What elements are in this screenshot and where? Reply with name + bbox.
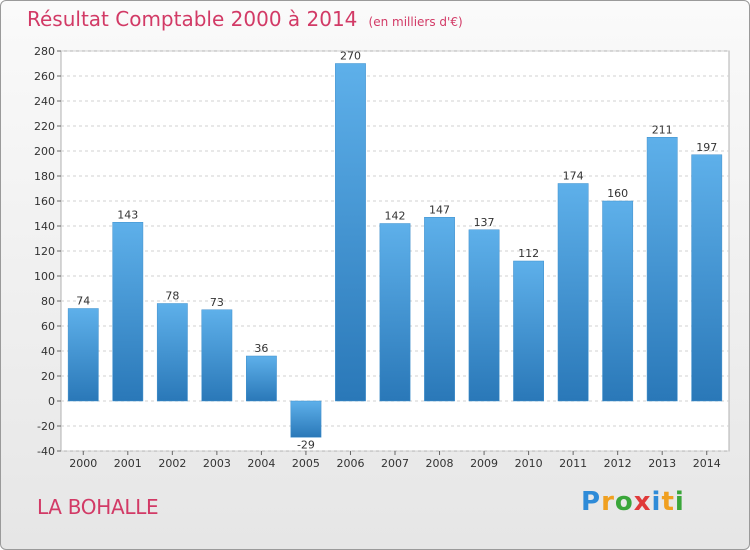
bar-2005 <box>290 400 322 438</box>
y-tick-label: 20 <box>41 370 55 383</box>
bar-2007 <box>379 223 411 402</box>
y-tick-label: 160 <box>34 195 55 208</box>
bar-2008 <box>424 217 455 402</box>
logo-letter: t <box>661 487 675 517</box>
y-tick-label: 200 <box>34 145 55 158</box>
bar-2004 <box>246 355 277 402</box>
bar-2011 <box>557 183 589 402</box>
x-tick-label: 2008 <box>426 457 454 470</box>
proxiti-logo[interactable]: Proxiti <box>581 487 685 517</box>
data-label-2004: 36 <box>254 342 268 355</box>
chart-subtitle: (en milliers d'€) <box>368 15 463 29</box>
x-tick-label: 2004 <box>247 457 275 470</box>
data-label-2002: 78 <box>165 290 179 303</box>
data-label-2006: 270 <box>340 50 361 63</box>
data-label-2007: 142 <box>385 210 406 223</box>
bar-2009 <box>468 229 500 402</box>
y-tick-label: 100 <box>34 270 55 283</box>
x-tick-label: 2005 <box>292 457 320 470</box>
x-tick-label: 2011 <box>559 457 587 470</box>
x-tick-label: 2000 <box>69 457 97 470</box>
data-label-2008: 147 <box>429 203 450 216</box>
y-tick-label: 40 <box>41 345 55 358</box>
x-tick-label: 2010 <box>515 457 543 470</box>
data-label-2009: 137 <box>474 216 495 229</box>
y-tick-label: 80 <box>41 295 55 308</box>
logo-letter: r <box>601 487 615 517</box>
logo-letter: i <box>674 487 685 517</box>
logo-letter: i <box>651 487 662 517</box>
x-tick-label: 2003 <box>203 457 231 470</box>
y-tick-label: 60 <box>41 320 55 333</box>
x-tick-label: 2002 <box>158 457 186 470</box>
data-label-2014: 197 <box>696 141 717 154</box>
data-label-2001: 143 <box>117 208 138 221</box>
y-tick-label: -40 <box>37 445 55 458</box>
bar-2014 <box>691 154 723 402</box>
x-tick-label: 2013 <box>648 457 676 470</box>
bar-2006 <box>335 63 366 402</box>
data-label-2011: 174 <box>563 170 584 183</box>
x-tick-label: 2001 <box>114 457 142 470</box>
data-label-2000: 74 <box>76 295 90 308</box>
x-tick-label: 2012 <box>604 457 632 470</box>
bar-2000 <box>67 308 99 402</box>
x-tick-label: 2009 <box>470 457 498 470</box>
commune-name: LA BOHALLE <box>37 495 159 519</box>
y-tick-label: 140 <box>34 220 55 233</box>
y-tick-label: 0 <box>48 395 55 408</box>
logo-letter: P <box>581 487 602 517</box>
data-label-2013: 211 <box>652 123 673 136</box>
bar-2012 <box>602 200 634 402</box>
bar-2001 <box>112 222 144 402</box>
x-tick-label: 2014 <box>693 457 721 470</box>
y-tick-label: 280 <box>34 45 55 58</box>
logo-letter: x <box>633 487 652 517</box>
bar-2002 <box>156 303 188 402</box>
y-tick-label: 220 <box>34 120 55 133</box>
data-label-2012: 160 <box>607 187 628 200</box>
data-label-2005: -29 <box>297 438 315 451</box>
y-tick-label: 240 <box>34 95 55 108</box>
x-tick-label: 2007 <box>381 457 409 470</box>
chart-title: Résultat Comptable 2000 à 2014 <box>27 7 358 31</box>
bar-2010 <box>513 260 544 402</box>
chart-header: Résultat Comptable 2000 à 2014 (en milli… <box>27 7 463 31</box>
data-label-2010: 112 <box>518 247 539 260</box>
y-tick-label: -20 <box>37 420 55 433</box>
y-tick-label: 180 <box>34 170 55 183</box>
bar-2003 <box>201 309 233 402</box>
data-label-2003: 73 <box>210 296 224 309</box>
logo-letter: o <box>614 487 634 517</box>
y-tick-label: 260 <box>34 70 55 83</box>
bar-2013 <box>646 137 678 402</box>
y-tick-label: 120 <box>34 245 55 258</box>
x-tick-label: 2006 <box>336 457 364 470</box>
